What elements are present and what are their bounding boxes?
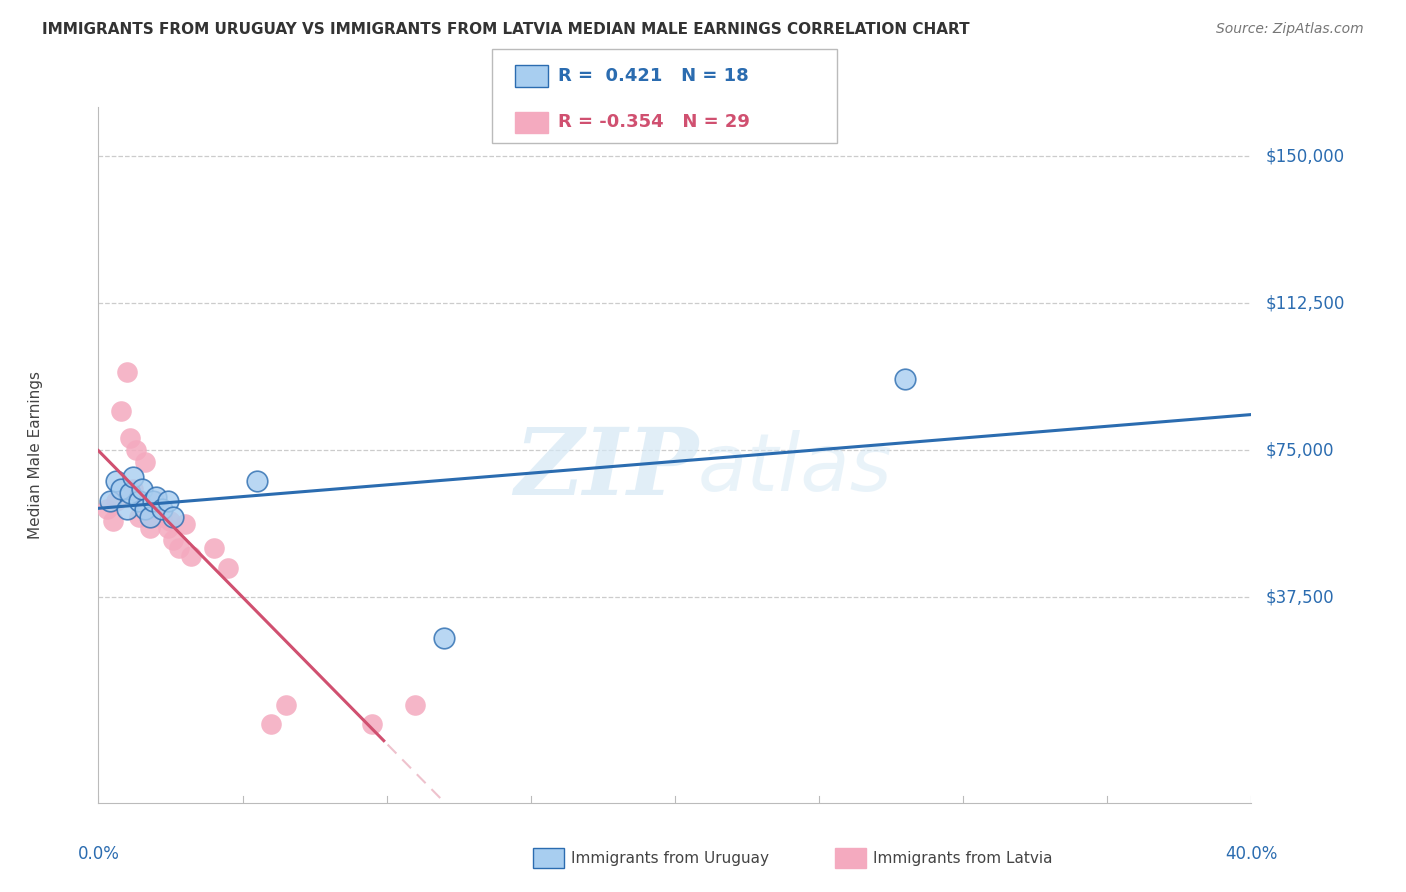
Point bbox=[156, 494, 179, 508]
Point bbox=[148, 501, 170, 516]
Point bbox=[120, 431, 142, 445]
Text: ZIP: ZIP bbox=[513, 424, 697, 514]
Point bbox=[117, 501, 138, 516]
Point bbox=[117, 365, 138, 379]
Point bbox=[131, 494, 153, 508]
Point bbox=[134, 501, 156, 516]
Point bbox=[217, 560, 239, 574]
Point bbox=[274, 698, 297, 712]
Point bbox=[167, 541, 190, 555]
Text: Immigrants from Uruguay: Immigrants from Uruguay bbox=[571, 851, 769, 865]
Text: IMMIGRANTS FROM URUGUAY VS IMMIGRANTS FROM LATVIA MEDIAN MALE EARNINGS CORRELATI: IMMIGRANTS FROM URUGUAY VS IMMIGRANTS FR… bbox=[42, 22, 970, 37]
Point bbox=[125, 443, 148, 458]
Point bbox=[894, 372, 917, 386]
Point bbox=[202, 541, 225, 555]
Text: Immigrants from Latvia: Immigrants from Latvia bbox=[873, 851, 1053, 865]
Point bbox=[122, 482, 145, 496]
Point bbox=[162, 509, 184, 524]
Point bbox=[159, 514, 181, 528]
Point bbox=[110, 482, 132, 496]
Point bbox=[139, 509, 162, 524]
Text: 40.0%: 40.0% bbox=[1225, 845, 1278, 863]
Text: R =  0.421   N = 18: R = 0.421 N = 18 bbox=[558, 67, 749, 85]
Point bbox=[110, 404, 132, 418]
Text: $37,500: $37,500 bbox=[1265, 588, 1334, 606]
Point bbox=[104, 475, 127, 489]
Point bbox=[120, 486, 142, 500]
Text: 0.0%: 0.0% bbox=[77, 845, 120, 863]
Point bbox=[174, 517, 197, 532]
Point bbox=[246, 475, 269, 489]
Point bbox=[405, 698, 427, 712]
Text: Median Male Earnings: Median Male Earnings bbox=[28, 371, 42, 539]
Point bbox=[96, 501, 118, 516]
Point bbox=[139, 521, 162, 535]
Text: R = -0.354   N = 29: R = -0.354 N = 29 bbox=[558, 113, 749, 131]
Point bbox=[128, 494, 150, 508]
Point bbox=[98, 494, 121, 508]
Point bbox=[145, 490, 167, 504]
Text: Source: ZipAtlas.com: Source: ZipAtlas.com bbox=[1216, 22, 1364, 37]
Text: atlas: atlas bbox=[697, 430, 893, 508]
Point bbox=[150, 501, 173, 516]
Point bbox=[122, 470, 145, 484]
Text: $150,000: $150,000 bbox=[1265, 147, 1344, 165]
Point bbox=[128, 509, 150, 524]
Point bbox=[145, 494, 167, 508]
Point bbox=[433, 631, 456, 645]
Point bbox=[142, 494, 165, 508]
Point bbox=[150, 509, 173, 524]
Point bbox=[156, 521, 179, 535]
Text: $112,500: $112,500 bbox=[1265, 294, 1344, 312]
Point bbox=[134, 455, 156, 469]
Point bbox=[361, 717, 384, 731]
Point bbox=[104, 494, 127, 508]
Point bbox=[180, 549, 202, 563]
Point bbox=[142, 509, 165, 524]
Point bbox=[162, 533, 184, 548]
Point bbox=[136, 501, 159, 516]
Text: $75,000: $75,000 bbox=[1265, 441, 1334, 459]
Point bbox=[101, 514, 124, 528]
Point bbox=[260, 717, 283, 731]
Point bbox=[131, 482, 153, 496]
